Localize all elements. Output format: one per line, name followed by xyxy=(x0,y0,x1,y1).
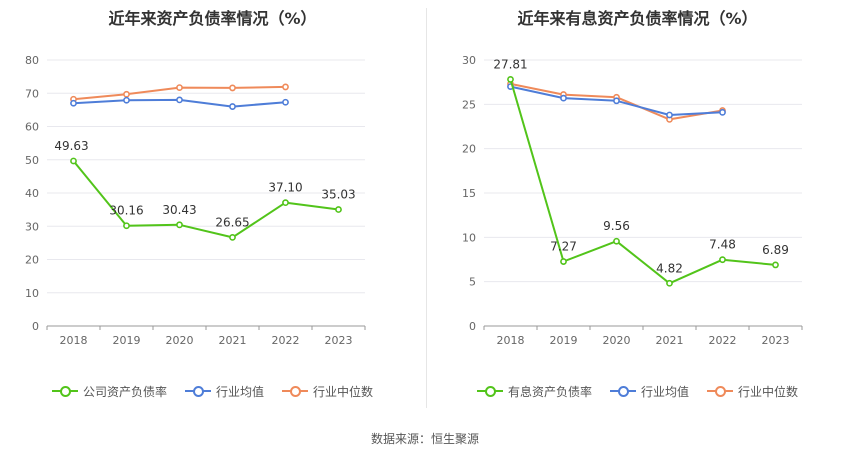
y-tick-label: 80 xyxy=(25,54,39,67)
x-tick-label: 2023 xyxy=(325,334,353,347)
x-tick-label: 2020 xyxy=(166,334,194,347)
y-tick-label: 20 xyxy=(462,143,476,156)
data-point xyxy=(70,157,77,165)
data-point xyxy=(613,97,620,105)
data-point xyxy=(176,221,183,229)
data-label: 7.27 xyxy=(550,240,577,254)
series-line xyxy=(72,160,339,239)
chart-legend: 有息资产负债率 行业均值 行业中位数 xyxy=(425,381,850,401)
legend-line-circle-icon xyxy=(282,385,308,397)
y-tick-label: 60 xyxy=(25,121,39,134)
data-label: 7.48 xyxy=(709,238,736,252)
x-tick-label: 2023 xyxy=(762,334,790,347)
data-point xyxy=(335,206,342,213)
chart-panel-interest-bearing-debt-ratio: 近年来有息资产负债率情况（%） 0 5 10 15 20 25 30 2018 2019 2020… xyxy=(425,0,850,410)
y-tick-label: 10 xyxy=(25,287,39,300)
legend-label: 行业均值 xyxy=(215,384,264,399)
series-line xyxy=(509,79,776,285)
data-point xyxy=(229,84,236,92)
data-point xyxy=(229,103,236,110)
chart-panel-debt-ratio: 近年来资产负债率情况（%） 0 10 20 30 40 50 60 70 80 2018 2019 2… xyxy=(0,0,425,410)
data-point xyxy=(176,96,183,104)
data-point xyxy=(719,256,726,264)
legend-item[interactable]: 行业均值 xyxy=(184,383,264,400)
y-tick-label: 0 xyxy=(469,320,476,333)
chart-legend: 公司资产负债率 行业均值 行业中位数 xyxy=(0,381,425,401)
data-point xyxy=(282,98,289,106)
data-point xyxy=(123,96,130,104)
x-tick-label: 2022 xyxy=(272,334,300,347)
data-label: 6.89 xyxy=(762,243,789,257)
data-label: 9.56 xyxy=(603,219,630,233)
legend-item[interactable]: 行业均值 xyxy=(609,383,689,400)
x-tick-label: 2020 xyxy=(603,334,631,347)
data-source-note: 数据来源：恒生聚源 xyxy=(370,432,479,446)
data-point xyxy=(282,83,289,91)
legend-line-circle-icon xyxy=(707,385,733,397)
data-label: 4.82 xyxy=(656,261,683,275)
data-point xyxy=(560,258,567,265)
x-tick-label: 2021 xyxy=(656,334,684,347)
panel-divider xyxy=(426,8,427,408)
legend-label: 公司资产负债率 xyxy=(82,384,167,399)
legend-label: 行业中位数 xyxy=(313,384,374,399)
data-label: 37.10 xyxy=(268,181,302,195)
y-tick-label: 50 xyxy=(25,154,39,167)
chart-title: 近年来资产负债率情况（%） xyxy=(108,9,317,28)
y-tick-label: 25 xyxy=(462,98,476,111)
data-point xyxy=(70,99,77,107)
y-tick-label: 10 xyxy=(462,231,476,244)
x-tick-label: 2018 xyxy=(60,334,88,347)
legend-label: 有息资产负债率 xyxy=(507,384,592,399)
legend-item[interactable]: 行业中位数 xyxy=(282,383,373,400)
chart-plot-area: 0 10 20 30 40 50 60 70 80 2018 2019 2020 2021 2022 202… xyxy=(25,54,366,347)
y-tick-label: 0 xyxy=(32,320,39,333)
legend-item[interactable]: 行业中位数 xyxy=(707,383,798,400)
data-label: 49.63 xyxy=(54,139,88,153)
x-tick-label: 2022 xyxy=(709,334,737,347)
legend-label: 行业中位数 xyxy=(738,384,799,399)
legend-line-circle-icon xyxy=(51,385,78,397)
legend-line-circle-icon xyxy=(476,385,503,397)
data-point xyxy=(123,90,130,98)
x-tick-label: 2019 xyxy=(113,334,141,347)
y-tick-label: 30 xyxy=(462,54,476,67)
x-tick-label: 2021 xyxy=(219,334,247,347)
y-tick-label: 20 xyxy=(25,254,39,267)
y-tick-label: 15 xyxy=(462,187,476,200)
data-point xyxy=(560,94,567,102)
x-tick-label: 2019 xyxy=(550,334,578,347)
data-point xyxy=(772,261,779,269)
legend-item[interactable]: 公司资产负债率 xyxy=(51,383,167,400)
y-tick-label: 40 xyxy=(25,187,39,200)
y-tick-label: 5 xyxy=(469,276,476,289)
x-tick-label: 2018 xyxy=(497,334,525,347)
data-label: 27.81 xyxy=(493,57,527,71)
legend-line-circle-icon xyxy=(609,385,636,397)
data-point xyxy=(507,76,514,83)
legend-label: 行业均值 xyxy=(640,384,689,399)
data-point xyxy=(666,111,673,119)
data-point xyxy=(229,233,236,241)
data-point xyxy=(282,199,289,207)
data-label: 26.65 xyxy=(215,215,249,229)
y-tick-label: 30 xyxy=(25,220,39,233)
y-tick-label: 70 xyxy=(25,87,39,100)
data-point xyxy=(176,84,183,91)
data-point xyxy=(123,222,130,230)
data-label: 35.03 xyxy=(321,188,355,202)
chart-title: 近年来有息资产负债率情况（%） xyxy=(517,9,758,28)
data-label: 30.16 xyxy=(109,204,143,218)
legend-line-circle-icon xyxy=(184,385,211,397)
data-point xyxy=(719,108,726,116)
data-label: 30.43 xyxy=(162,203,196,217)
legend-item[interactable]: 有息资产负债率 xyxy=(476,383,592,400)
data-point xyxy=(666,279,673,287)
data-point xyxy=(613,237,620,245)
chart-plot-area: 0 5 10 15 20 25 30 2018 2019 2020 2021 2022 2023 27.8… xyxy=(462,54,803,347)
